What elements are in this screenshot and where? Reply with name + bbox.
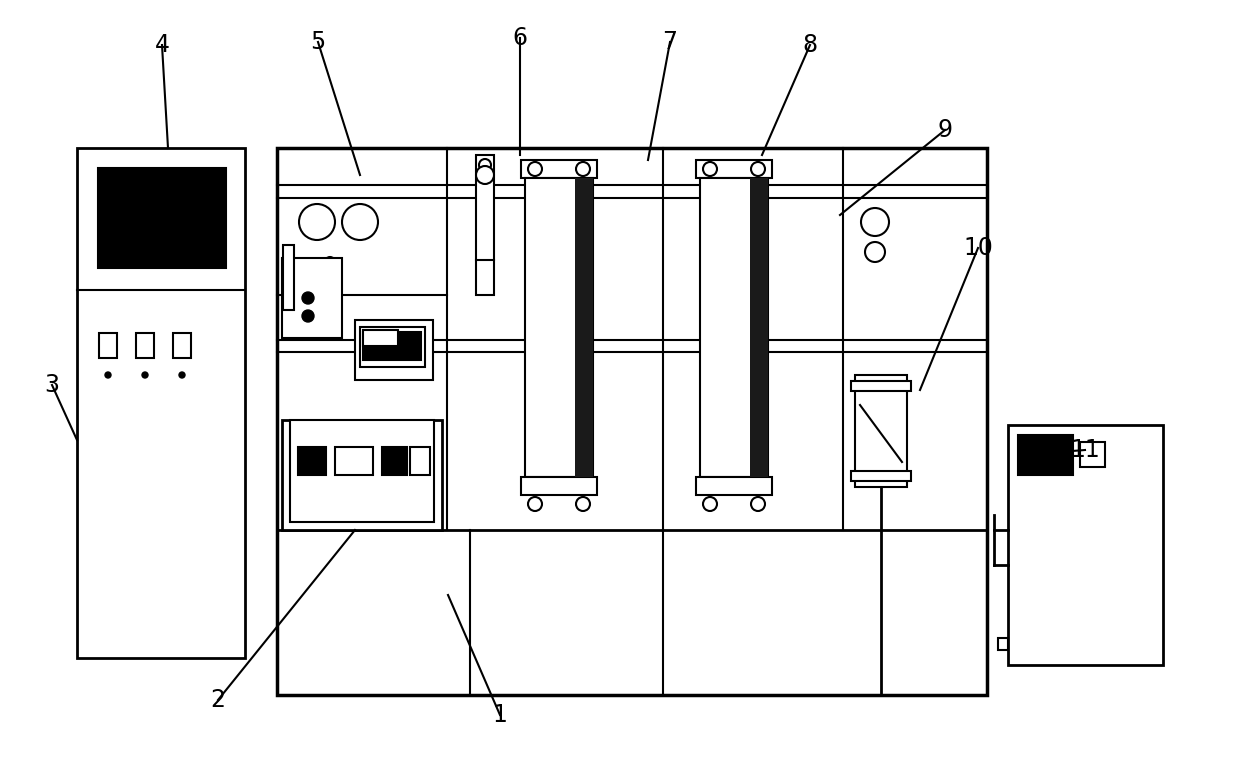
Circle shape [528, 497, 542, 511]
Circle shape [303, 292, 314, 304]
Bar [174, 333, 191, 358]
Circle shape [703, 162, 717, 176]
Circle shape [476, 166, 494, 184]
Bar [298, 447, 326, 475]
Circle shape [861, 208, 889, 236]
Bar [851, 381, 911, 391]
Bar [696, 477, 773, 495]
Circle shape [303, 310, 314, 322]
Text: 4: 4 [155, 33, 170, 57]
Bar [277, 148, 987, 695]
Text: 2: 2 [211, 688, 226, 712]
Bar [410, 447, 430, 475]
Bar [382, 447, 407, 475]
Bar [290, 420, 434, 522]
Circle shape [866, 242, 885, 262]
Circle shape [577, 497, 590, 511]
Text: 6: 6 [512, 26, 527, 50]
Bar [1018, 435, 1073, 475]
Bar [750, 178, 768, 477]
Bar [575, 178, 593, 477]
Bar [525, 178, 593, 477]
Text: 7: 7 [662, 30, 677, 54]
Bar [281, 258, 342, 338]
Bar [998, 638, 1008, 650]
Circle shape [325, 257, 335, 267]
Circle shape [179, 372, 185, 378]
Bar [281, 420, 441, 530]
Bar [1008, 425, 1163, 665]
Circle shape [703, 497, 717, 511]
Bar [363, 332, 422, 360]
Bar [77, 148, 246, 658]
Bar [521, 477, 596, 495]
Text: 9: 9 [937, 118, 952, 142]
Circle shape [105, 372, 112, 378]
Bar [1080, 442, 1105, 467]
Bar [363, 330, 398, 346]
Bar [476, 155, 494, 295]
Bar [701, 178, 768, 477]
Circle shape [479, 159, 491, 171]
Circle shape [751, 162, 765, 176]
Bar [696, 160, 773, 178]
Text: 11: 11 [1070, 438, 1100, 462]
Bar [856, 375, 906, 487]
Bar [851, 471, 911, 481]
Text: 3: 3 [45, 373, 60, 397]
Text: 10: 10 [963, 236, 993, 260]
Circle shape [299, 204, 335, 240]
Circle shape [577, 162, 590, 176]
Bar [136, 333, 154, 358]
Circle shape [751, 497, 765, 511]
Bar [283, 245, 294, 310]
Text: 1: 1 [492, 703, 507, 727]
Bar [99, 333, 117, 358]
Text: 5: 5 [310, 30, 326, 54]
Bar [98, 168, 226, 268]
Bar [355, 320, 433, 380]
Bar [335, 447, 373, 475]
Bar [360, 327, 425, 367]
Circle shape [342, 204, 378, 240]
Text: 8: 8 [802, 33, 817, 57]
Circle shape [143, 372, 148, 378]
Bar [521, 160, 596, 178]
Circle shape [528, 162, 542, 176]
